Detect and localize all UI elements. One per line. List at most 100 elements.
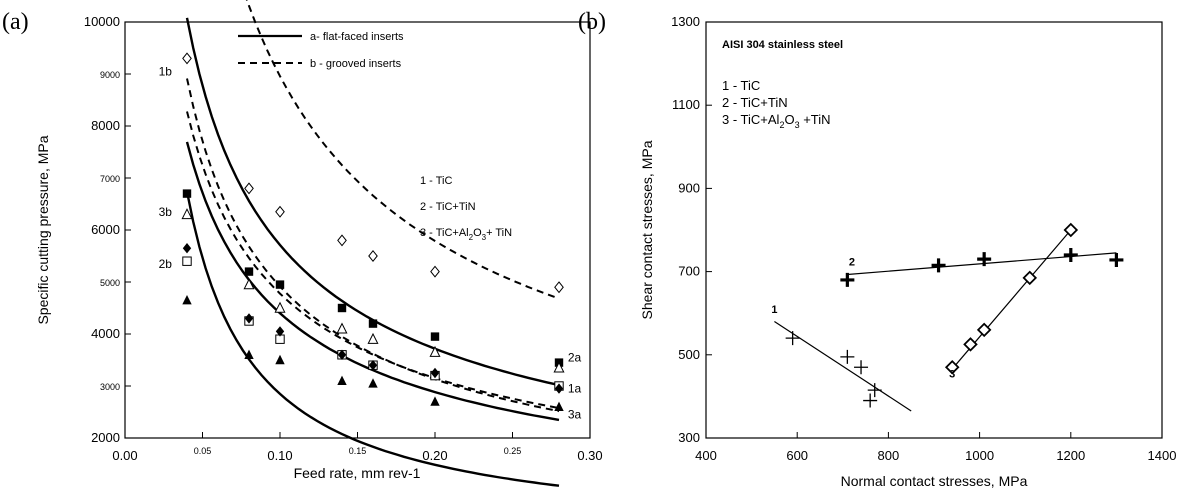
x-tick-label-a: 0.05 (194, 446, 212, 456)
data-point-3b (274, 301, 286, 313)
x-tick-label-b: 1000 (965, 448, 994, 463)
data-point-2 (1063, 247, 1078, 262)
axis-ticks-b: 400 600 800 1000 1200 1400 300 500 700 900 1100 130… (671, 14, 1176, 463)
data-point-1b (337, 234, 347, 247)
fit-curve-3a (185, 141, 560, 422)
x-axis-label-a: Feed rate, mm rev-1 (294, 465, 421, 481)
legend-dashed-label: b - grooved inserts (310, 58, 402, 70)
data-point-1a (430, 367, 440, 379)
y-axis-label-b: Shear contact stresses, MPa (639, 140, 655, 319)
y-tick-label-a: 2000 (91, 430, 120, 445)
data-point-3a (182, 295, 192, 305)
legend-b-item-2: 2 - TiC+TiN (722, 95, 788, 110)
panel-a-label: (a) (2, 9, 29, 35)
x-tick-label-a: 0.25 (504, 446, 522, 456)
chart-title-b: AISI 304 stainless steel (722, 39, 843, 51)
data-point-1b (244, 182, 254, 195)
data-points-a (181, 52, 565, 411)
material-legend-a: 1 - TiC 2 - TiC+TiN 3 - TiC+Al2O3+ TiN (420, 175, 512, 242)
data-point-3a (275, 354, 285, 365)
material-legend-item-3: 3 - TiC+Al2O3+ TiN (420, 227, 512, 242)
data-point-1b (554, 281, 564, 294)
material-legend-item-1: 1 - TiC (420, 175, 452, 187)
data-point-1a (368, 360, 378, 371)
fit-line-1 (774, 321, 912, 412)
data-point-2a (337, 303, 347, 313)
data-point-3b (181, 208, 193, 220)
x-tick-label-b: 800 (878, 448, 900, 463)
data-point-1b (182, 52, 192, 65)
data-point-1a (554, 383, 564, 394)
data-point-3 (1063, 222, 1079, 238)
data-point-3 (963, 337, 978, 352)
material-legend-item-2: 2 - TiC+TiN (420, 201, 476, 213)
curve-labels-a: 1b 3b 2b 2a 1a 3a (159, 64, 582, 421)
fit-curve-3b (186, 78, 560, 413)
x-tick-label-b: 1200 (1056, 448, 1085, 463)
data-point-2 (1109, 252, 1124, 267)
axis-ticks-a: 0.00 0.05 0.10 0.15 0.20 0.25 0.30 2000 3000 4000… (84, 14, 603, 463)
data-point-1 (854, 360, 869, 375)
data-point-1a (275, 326, 285, 337)
data-point-1b (430, 265, 440, 278)
data-point-1a (337, 349, 347, 360)
x-tick-label-b: 400 (695, 448, 717, 463)
data-point-2 (931, 258, 946, 273)
line-legend-a: a- flat-faced inserts b - grooved insert… (238, 31, 404, 70)
y-tick-label-a: 3000 (100, 382, 120, 392)
fit-curve-1a (185, 17, 560, 387)
y-axis-label-a: Specific cutting pressure, MPa (35, 135, 51, 324)
x-tick-label-a: 0.30 (577, 448, 602, 463)
y-tick-label-b: 300 (678, 430, 700, 445)
data-point-2a (182, 189, 192, 198)
fit-lines-b (774, 229, 1117, 412)
y-tick-label-b: 1300 (671, 14, 700, 29)
data-point-3 (944, 360, 960, 375)
fit-curve-2a (185, 191, 560, 487)
data-point-3b (553, 361, 565, 373)
data-point-3a (368, 378, 378, 388)
data-point-3a (430, 396, 440, 406)
data-point-3b (336, 322, 348, 334)
curve-label-1a: 1a (568, 382, 582, 396)
curve-label-1b: 1b (159, 64, 173, 78)
legend-solid-label: a- flat-faced inserts (310, 31, 404, 43)
data-point-3b (367, 332, 379, 344)
y-tick-label-a: 5000 (100, 278, 120, 288)
x-tick-label-a: 0.00 (112, 448, 137, 463)
series-label-1: 1 (771, 304, 777, 316)
data-point-1 (785, 331, 800, 346)
data-point-3a (554, 401, 564, 411)
y-tick-label-a: 7000 (100, 174, 120, 184)
series-label-2: 2 (849, 256, 855, 268)
data-point-1b (275, 205, 285, 218)
x-tick-label-a: 0.20 (422, 448, 447, 463)
data-point-3 (1022, 270, 1038, 286)
x-axis-label-b: Normal contact stresses, MPa (841, 473, 1028, 489)
legend-b: 1 - TiC 2 - TiC+TiN 3 - TiC+Al2O3 +TiN (722, 78, 831, 130)
data-point-2 (840, 272, 855, 287)
data-point-3b (429, 345, 441, 357)
x-tick-label-a: 0.15 (349, 446, 367, 456)
y-tick-label-a: 10000 (84, 14, 120, 29)
y-tick-label-a: 8000 (91, 118, 120, 133)
fit-curve-1b (245, 0, 560, 300)
curve-label-2a: 2a (568, 350, 582, 364)
y-tick-label-a: 4000 (91, 326, 120, 341)
data-point-3 (976, 322, 992, 338)
data-points-b (785, 222, 1124, 408)
data-point-3b (243, 278, 255, 290)
y-tick-label-b: 700 (678, 264, 700, 279)
panel-b: (b) 400 600 800 1000 1200 1400 300 500 700 900 110… (578, 9, 1176, 489)
data-point-1 (863, 393, 878, 408)
fit-curve-2b (186, 111, 560, 410)
y-tick-label-b: 1100 (672, 97, 700, 112)
data-point-1 (840, 349, 855, 364)
y-tick-label-b: 500 (678, 347, 700, 362)
data-point-3a (244, 349, 254, 359)
data-point-2 (977, 252, 992, 267)
x-tick-label-b: 1400 (1148, 448, 1177, 463)
series-labels-b: 1 2 3 (771, 256, 955, 380)
data-point-2a (244, 267, 254, 276)
